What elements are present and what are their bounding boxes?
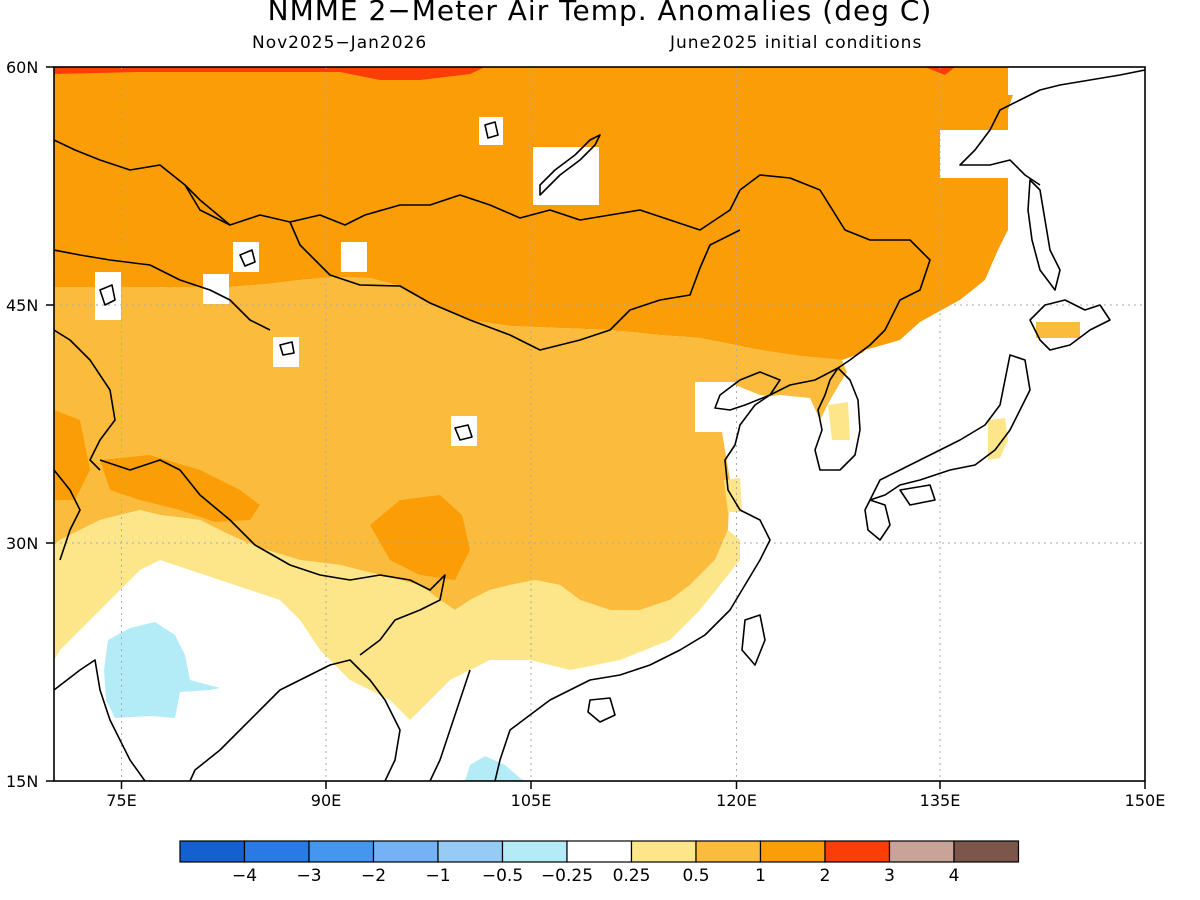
colorbar-label: −0.25 [541, 866, 593, 886]
colorbar-label: 1 [755, 866, 766, 886]
colorbar-swatch [695, 840, 762, 863]
colorbar-label: −4 [232, 866, 257, 886]
lon-tick-120e: 120E [716, 791, 757, 810]
lon-tick-marks [120, 781, 1146, 789]
colorbar-swatch [308, 840, 375, 863]
colorbar-label: 2 [820, 866, 831, 886]
lon-tick-150e: 150E [1125, 791, 1166, 810]
anomaly-region-near-zero-east-patch [1036, 322, 1080, 338]
colorbar-swatch [437, 840, 504, 863]
forecast-period: Nov2025−Jan2026 [252, 33, 428, 53]
anomaly-region-2-3-north [54, 67, 485, 80]
anomaly-region-2-3-east [925, 67, 955, 75]
colorbar-label: −1 [425, 866, 450, 886]
anomaly-region-korea-2 [828, 402, 850, 440]
anomaly-region-negative-south [465, 756, 525, 781]
colorbar-swatch [243, 840, 310, 863]
colorbar-swatch [372, 840, 439, 863]
colorbar-swatch [888, 840, 955, 863]
anomaly-region-shandong [724, 478, 742, 512]
colorbar-swatch [953, 840, 1020, 863]
lat-tick-60n: 60N [6, 58, 38, 77]
masked-cells [95, 67, 1145, 446]
anomaly-region-1-2-tibet-west [100, 455, 260, 522]
lon-tick-105e: 105E [511, 791, 552, 810]
coastlines [54, 69, 1145, 781]
anomaly-fill-layer [54, 67, 1145, 781]
lat-tick-marks [46, 66, 54, 782]
colorbar-label: 0.25 [613, 866, 651, 886]
colorbar-label: 4 [949, 866, 960, 886]
colorbar-label: 0.5 [682, 866, 709, 886]
map-title: NMME 2−Meter Air Temp. Anomalies (deg C) [267, 0, 933, 27]
lon-tick-90e: 90E [311, 791, 341, 810]
lon-tick-135e: 135E [920, 791, 961, 810]
colorbar [179, 840, 1020, 863]
anomaly-region-0_25-0_5-south [54, 510, 740, 720]
colorbar-label: −2 [361, 866, 386, 886]
colorbar-swatch [630, 840, 697, 863]
plot-frame [53, 66, 1146, 782]
lat-axis: 60N 45N 30N 15N [6, 58, 38, 791]
anomaly-region-1-2-west-edge [54, 410, 90, 500]
lon-tick-75e: 75E [106, 791, 136, 810]
anomaly-region-1-2-tibet-east [370, 495, 470, 580]
anomaly-region-negative-india [104, 622, 220, 718]
anomaly-region-honshu-2 [988, 418, 1008, 460]
lon-axis: 75E 90E 105E 120E 135E 150E [106, 791, 1165, 810]
lat-tick-30n: 30N [6, 534, 38, 553]
colorbar-swatch [179, 840, 246, 863]
colorbar-swatch [824, 840, 891, 863]
colorbar-labels: −4 −3 −2 −1 −0.5 −0.25 0.25 0.5 1 2 3 4 [232, 866, 959, 886]
lat-tick-45n: 45N [6, 296, 38, 315]
colorbar-swatch [759, 840, 826, 863]
colorbar-swatch [566, 840, 633, 863]
lat-tick-15n: 15N [6, 772, 38, 791]
colorbar-swatch [501, 840, 568, 863]
colorbar-label: −3 [296, 866, 321, 886]
colorbar-label: −0.5 [482, 866, 523, 886]
initial-conditions: June2025 initial conditions [670, 33, 923, 53]
colorbar-label: 3 [884, 866, 895, 886]
